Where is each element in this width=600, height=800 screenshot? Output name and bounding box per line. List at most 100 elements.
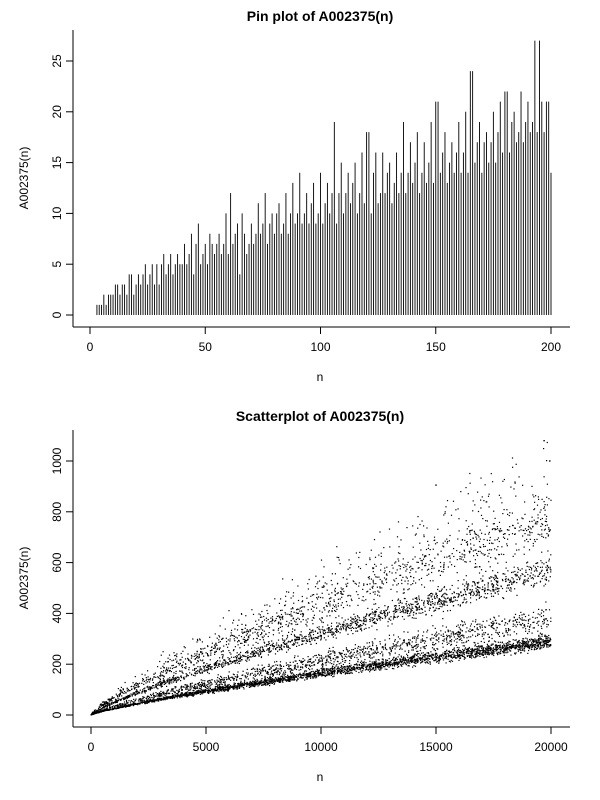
scatter-point (193, 694, 195, 696)
scatter-point (160, 695, 162, 697)
scatter-point (425, 658, 427, 660)
scatter-point (126, 697, 129, 699)
scatter-point (469, 628, 471, 630)
scatter-point (146, 700, 148, 702)
scatter-point (318, 671, 320, 673)
scatter-point (193, 689, 195, 691)
scatter-point (405, 664, 407, 666)
scatter-point (397, 662, 399, 664)
scatter-point (203, 684, 206, 686)
scatter-point (527, 643, 529, 645)
scatter-point (185, 687, 187, 689)
scatter-point (491, 644, 493, 646)
scatter-point (464, 591, 466, 593)
scatter-point (218, 687, 220, 689)
scatter-point (149, 699, 151, 701)
scatter-point (277, 664, 279, 666)
scatter-point (407, 655, 409, 657)
scatter-point (529, 640, 531, 642)
scatter-point (365, 662, 367, 664)
scatter-point (436, 653, 438, 655)
scatter-point (321, 667, 323, 669)
scatter-point (469, 625, 472, 627)
scatter-point (361, 666, 363, 669)
scatter-point (237, 662, 239, 664)
scatter-point (446, 652, 448, 654)
scatter-point (264, 677, 266, 679)
scatter-point (350, 655, 353, 657)
scatter-point (394, 605, 396, 607)
scatter-point (178, 690, 180, 692)
scatter-point (312, 677, 314, 679)
scatter-point (496, 622, 498, 624)
scatter-point (222, 688, 224, 690)
scatter-point (383, 648, 385, 650)
scatter-point (344, 655, 346, 657)
scatter-point (517, 646, 519, 648)
scatter-point (459, 605, 461, 607)
scatter-point (301, 661, 303, 663)
scatter-point (123, 701, 126, 703)
scatter-point (478, 652, 480, 655)
scatter-point (486, 620, 488, 622)
scatter-point (535, 643, 537, 645)
scatter-point (517, 650, 519, 652)
scatter-point (224, 684, 226, 686)
scatter-point (333, 652, 335, 654)
scatter-point (482, 579, 484, 581)
scatter-point (444, 653, 446, 655)
scatter-point (279, 668, 281, 670)
scatter-point (309, 634, 311, 636)
scatter-point (427, 652, 429, 654)
scatter-point (166, 696, 168, 698)
scatter-point (154, 686, 156, 688)
scatter-point (157, 697, 159, 699)
scatter-point (487, 649, 489, 651)
scatter-point (497, 633, 499, 635)
scatter-point (239, 686, 241, 688)
pin-plot-title: Pin plot of A002375(n) (247, 8, 394, 24)
scatter-point (223, 678, 226, 681)
scatter-point (533, 640, 535, 642)
scatter-point (532, 578, 534, 580)
scatter-point (333, 661, 335, 663)
scatter-point (305, 640, 307, 642)
scatter-point (438, 637, 440, 639)
scatter-point (165, 698, 167, 700)
scatter-point (535, 648, 537, 650)
scatter-point (130, 700, 132, 702)
scatter-point (469, 656, 472, 658)
scatter-point (462, 601, 464, 603)
scatter-point (262, 669, 264, 671)
scatter-point (273, 678, 275, 680)
scatter-point (155, 699, 157, 701)
scatter-point (132, 705, 135, 707)
scatter-point (268, 643, 270, 645)
scatter-point (505, 576, 507, 578)
scatter-point (177, 693, 179, 695)
scatter-point (346, 656, 348, 658)
scatter-point (297, 675, 299, 677)
scatter-point (463, 657, 466, 659)
scatter-point (305, 664, 307, 667)
scatter-point (208, 680, 210, 682)
scatter-point (505, 622, 507, 624)
scatter-point (222, 685, 224, 687)
scatter-point (295, 638, 297, 640)
scatter-point (268, 682, 270, 684)
scatter-point (439, 655, 441, 657)
scatter-point (329, 655, 331, 658)
scatter-point (153, 701, 155, 703)
scatter-point (203, 667, 205, 669)
scatter-point (513, 647, 515, 649)
scatter-point (429, 662, 431, 664)
scatter-point (366, 664, 368, 666)
scatter-point (437, 648, 439, 650)
scatter-point (432, 644, 434, 646)
scatter-point (366, 665, 368, 667)
scatter-point (412, 655, 414, 657)
scatter-point (258, 684, 260, 686)
scatter-point (287, 679, 290, 681)
scatter-point (395, 657, 397, 660)
scatter-point (548, 639, 550, 641)
